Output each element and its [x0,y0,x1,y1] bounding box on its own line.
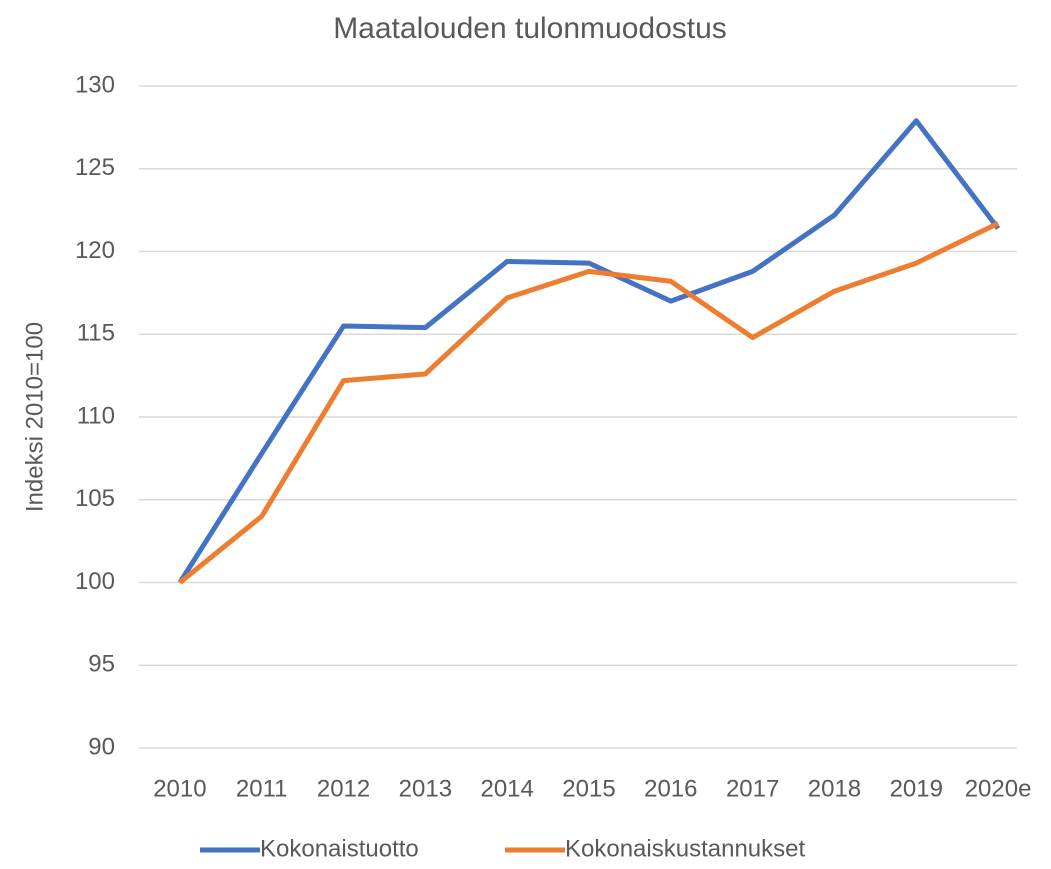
y-tick-label: 130 [75,71,115,98]
series-line [177,118,1001,584]
x-tick-label: 2010 [153,775,206,802]
x-tick-label: 2020e [965,775,1032,802]
legend-label: Kokonaistuotto [260,835,419,862]
y-tick-label: 95 [88,651,115,678]
x-tick-label: 2017 [726,775,779,802]
x-tick-label: 2016 [644,775,697,802]
x-tick-label: 2019 [890,775,943,802]
y-tick-label: 115 [77,320,115,347]
y-tick-label: 125 [75,154,115,181]
y-tick-label: 110 [77,402,115,429]
chart-title: Maatalouden tulonmuodostus [333,12,727,45]
x-tick-label: 2015 [562,775,615,802]
legend-label: Kokonaiskustannukset [565,835,805,862]
y-tick-label: 120 [75,237,115,264]
x-tick-label: 2012 [317,775,370,802]
y-axis-label: Indeksi 2010=100 [21,322,48,512]
x-tick-label: 2014 [480,775,533,802]
x-tick-label: 2018 [808,775,861,802]
series-line [178,221,1000,585]
y-tick-label: 100 [75,568,115,595]
x-tick-label: 2013 [399,775,452,802]
y-tick-label: 105 [75,485,115,512]
x-tick-label: 2011 [236,775,288,802]
y-tick-label: 90 [88,733,115,760]
